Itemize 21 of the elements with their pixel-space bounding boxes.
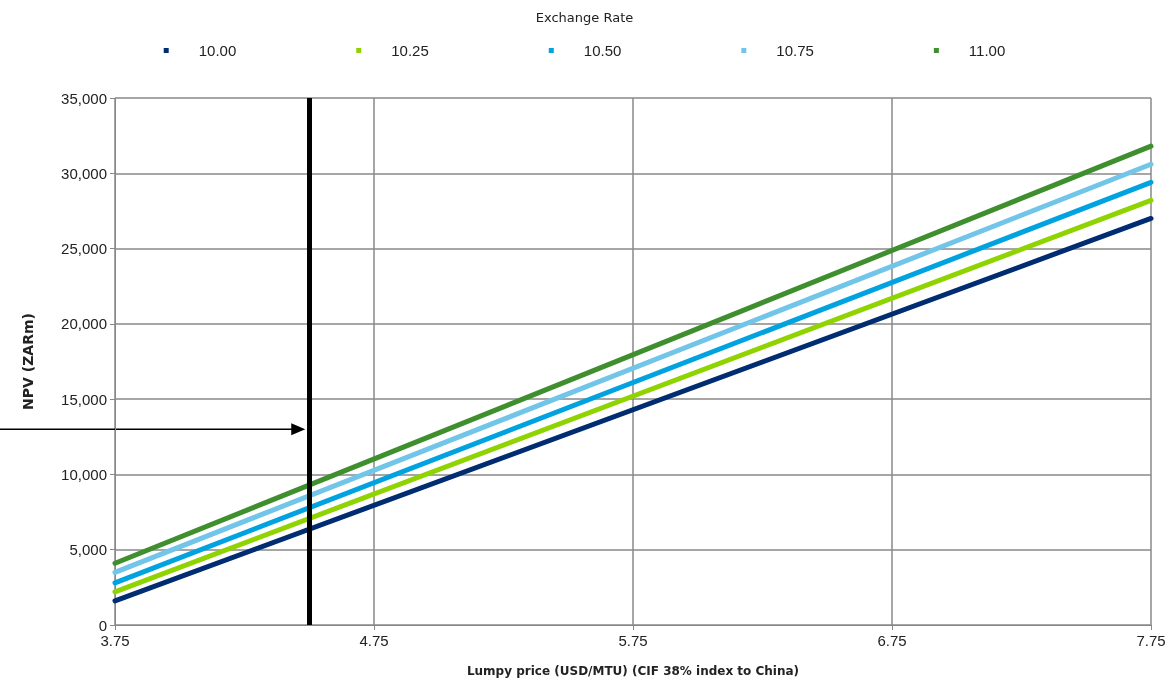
y-tick-label: 35,000 bbox=[61, 89, 107, 107]
y-tick-label: 0 bbox=[98, 616, 107, 634]
y-tick-label: 15,000 bbox=[61, 390, 107, 408]
legend-label: 10.75 bbox=[776, 42, 814, 59]
y-tick-label: 10,000 bbox=[61, 465, 107, 483]
y-axis-title: NPV (ZARm) bbox=[20, 313, 36, 410]
y-tick-label: 20,000 bbox=[61, 315, 107, 333]
legend-title: Exchange Rate bbox=[535, 10, 634, 25]
x-axis-title: Lumpy price (USD/MTU) (CIF 38% index to China) bbox=[466, 664, 800, 678]
y-tick-label: 30,000 bbox=[61, 164, 107, 182]
y-tick-label: 25,000 bbox=[61, 240, 107, 258]
x-tick-label: 6.75 bbox=[877, 632, 907, 649]
y-tick-label: 5,000 bbox=[69, 541, 107, 559]
x-tick-label: 5.75 bbox=[618, 632, 648, 649]
legend-label: 10.00 bbox=[198, 42, 237, 59]
legend-label: 10.25 bbox=[391, 42, 429, 59]
legend-label: 10.50 bbox=[583, 42, 622, 59]
x-tick-label: 4.75 bbox=[359, 632, 389, 649]
x-tick-label: 7.75 bbox=[1136, 632, 1166, 649]
legend-label: 11.00 bbox=[968, 42, 1006, 59]
x-tick-label: 3.75 bbox=[100, 632, 130, 649]
